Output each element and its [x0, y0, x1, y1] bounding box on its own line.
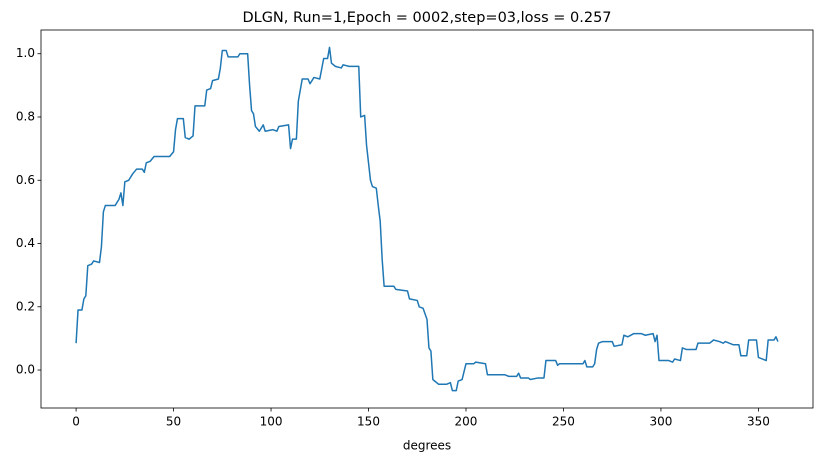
y-tick-label: 0.0 — [16, 363, 35, 377]
y-tick-label: 0.4 — [16, 236, 35, 250]
y-tick-label: 0.6 — [16, 173, 35, 187]
x-tick-label: 50 — [166, 415, 181, 429]
chart-title: DLGN, Run=1,Epoch = 0002,step=03,loss = … — [242, 10, 611, 26]
x-tick-label: 150 — [357, 415, 380, 429]
x-tick-label: 350 — [747, 415, 770, 429]
x-tick-label: 0 — [72, 415, 80, 429]
x-tick-label: 200 — [455, 415, 478, 429]
x-tick-label: 250 — [552, 415, 575, 429]
x-tick-label: 300 — [649, 415, 672, 429]
x-axis-label: degrees — [403, 439, 451, 453]
data-line — [75, 46, 779, 392]
y-tick-label: 1.0 — [16, 46, 35, 60]
x-tick-label: 100 — [260, 415, 283, 429]
y-tick-label: 0.8 — [16, 109, 35, 123]
axes-frame — [40, 29, 814, 409]
y-tick-label: 0.2 — [16, 299, 35, 313]
